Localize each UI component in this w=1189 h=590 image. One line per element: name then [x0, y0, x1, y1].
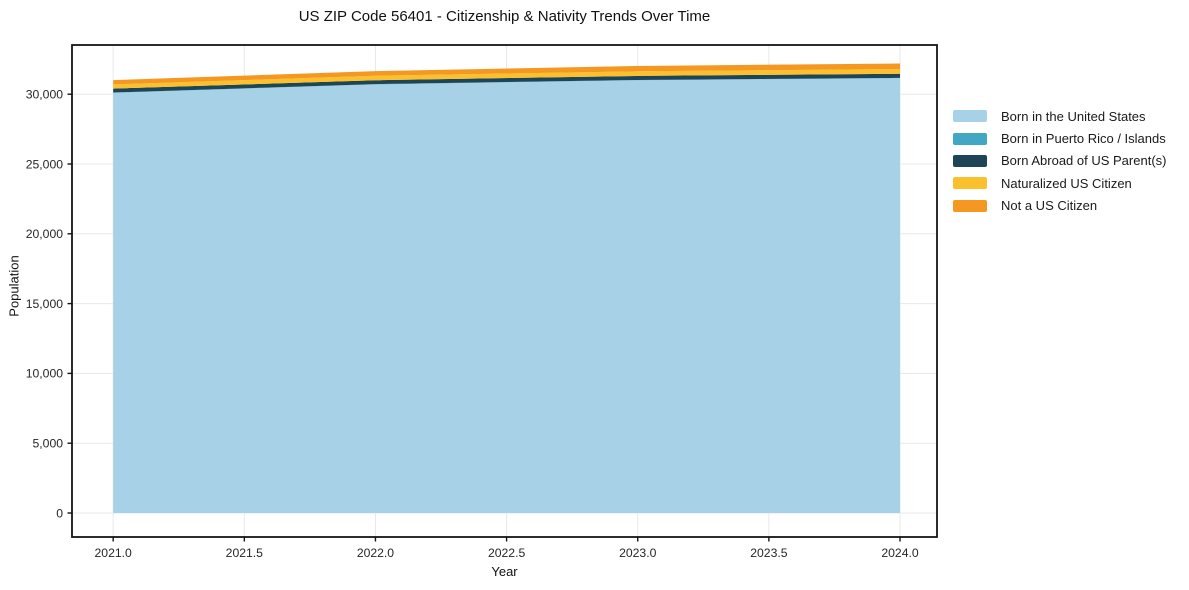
legend-item-3: Naturalized US Citizen: [953, 172, 1166, 194]
legend-label: Not a US Citizen: [1001, 198, 1098, 214]
y-tick-label: 25,000: [26, 157, 63, 171]
plot-border: [71, 44, 938, 538]
x-tick-label: 2022.5: [488, 546, 525, 560]
legend-item-2: Born Abroad of US Parent(s): [953, 150, 1166, 172]
legend-swatch: [953, 132, 987, 145]
x-axis-label: Year: [491, 564, 518, 579]
chart-title: US ZIP Code 56401 - Citizenship & Nativi…: [298, 8, 711, 25]
legend-swatch: [953, 199, 987, 212]
y-tick-label: 20,000: [26, 227, 63, 241]
legend-label: Born Abroad of US Parent(s): [1001, 153, 1167, 169]
legend-label: Born in the United States: [1001, 108, 1146, 124]
area-series-3: [113, 69, 901, 89]
legend-label: Naturalized US Citizen: [1001, 175, 1132, 191]
x-tick-label: 2021.0: [95, 546, 132, 560]
y-tick-label: 10,000: [26, 367, 63, 381]
x-tick-label: 2024.0: [881, 546, 918, 560]
y-tick-label: 30,000: [26, 87, 63, 101]
legend-item-0: Born in the United States: [953, 105, 1166, 127]
y-tick-label: 5,000: [33, 437, 64, 451]
area-series-0: [113, 78, 901, 513]
legend-item-4: Not a US Citizen: [953, 195, 1166, 217]
legend-swatch: [953, 177, 987, 190]
area-series-2: [113, 73, 901, 93]
area-series-4: [113, 63, 901, 85]
y-tick-label: 15,000: [26, 297, 63, 311]
x-tick-label: 2023.0: [619, 546, 656, 560]
legend: Born in the United States Born in Puerto …: [953, 105, 1166, 217]
y-axis-label: Population: [6, 255, 22, 317]
x-tick-label: 2023.5: [750, 546, 787, 560]
y-tick-label: 0: [56, 506, 63, 520]
x-tick-label: 2022.0: [357, 546, 394, 560]
legend-swatch: [953, 154, 987, 167]
legend-swatch: [953, 110, 987, 123]
x-tick-label: 2021.5: [226, 546, 263, 560]
legend-label: Born in Puerto Rico / Islands: [1001, 131, 1166, 147]
legend-item-1: Born in Puerto Rico / Islands: [953, 127, 1166, 149]
